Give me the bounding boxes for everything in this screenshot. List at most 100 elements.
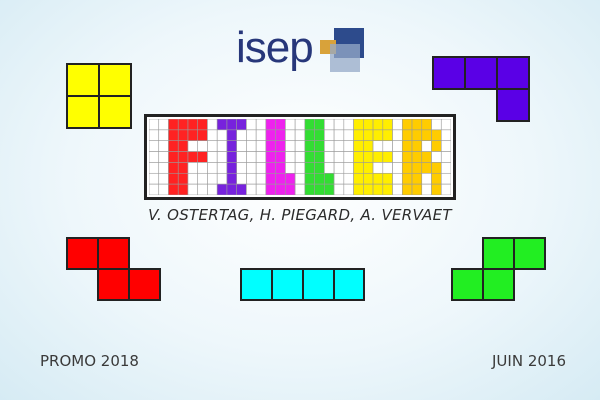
title-letter-cell — [411, 172, 423, 185]
grid-cell — [207, 129, 218, 142]
title-letter-cell — [265, 172, 276, 185]
title-letter-cell — [275, 172, 286, 185]
grid-cell — [255, 151, 267, 163]
title-letter-cell — [168, 151, 179, 163]
title-letter-cell — [382, 151, 393, 163]
grid-cell — [187, 172, 199, 185]
title-letter-cell — [363, 172, 374, 185]
title-letter-cell — [324, 183, 335, 195]
grid-cell — [197, 183, 208, 195]
grid-cell — [421, 183, 432, 195]
grid-cell — [255, 162, 267, 174]
grid-cell — [158, 119, 169, 131]
grid-cell — [294, 119, 306, 131]
grid-cell — [285, 129, 296, 142]
grid-cell — [324, 119, 335, 131]
grid-cell — [187, 183, 199, 195]
grid-cell — [324, 140, 335, 152]
grid-cell — [236, 172, 247, 185]
title-letter-cell — [168, 119, 179, 131]
grid-cell — [187, 140, 199, 152]
grid-cell — [343, 140, 354, 152]
grid-cell — [246, 129, 257, 142]
grid-cell — [158, 172, 169, 185]
title-letter-cell — [187, 151, 199, 163]
title-letter-cell — [285, 183, 296, 195]
title-letter-cell — [177, 140, 189, 152]
logo-text: isep — [236, 23, 314, 72]
title-letter-cell — [304, 140, 315, 152]
title-letter-cell — [265, 151, 276, 163]
title-letter-cell — [304, 129, 315, 142]
grid-cell — [158, 140, 169, 152]
title-letter-cell — [411, 129, 423, 142]
grid-cell — [255, 172, 267, 185]
grid-cell — [440, 119, 451, 131]
grid-cell — [440, 172, 451, 185]
title-letter-cell — [177, 172, 189, 185]
title-letter-cell — [353, 183, 364, 195]
grid-cell — [421, 140, 432, 152]
title-letter-cell — [226, 162, 237, 174]
grid-cell — [440, 140, 451, 152]
grid-cell — [392, 172, 403, 185]
grid-cell — [372, 140, 384, 152]
grid-cell — [343, 183, 354, 195]
title-letter-cell — [363, 162, 374, 174]
grid-cell — [343, 162, 354, 174]
title-letter-cell — [314, 183, 325, 195]
title-letter-cell — [353, 119, 364, 131]
grid-cell — [343, 151, 354, 163]
title-letter-cell — [275, 119, 286, 131]
grid-cell — [197, 172, 208, 185]
grid-cell — [294, 183, 306, 195]
title-letter-cell — [314, 162, 325, 174]
grid-cell — [333, 151, 345, 163]
grid-cell — [421, 172, 432, 185]
grid-cell — [207, 140, 218, 152]
grid-cell — [324, 151, 335, 163]
title-letter-cell — [411, 151, 423, 163]
grid-cell — [333, 172, 345, 185]
title-letter-cell — [304, 183, 315, 195]
title-grid — [149, 119, 451, 195]
grid-cell — [207, 172, 218, 185]
grid-cell — [255, 183, 267, 195]
grid-cell — [255, 119, 267, 131]
title-letter-cell — [431, 172, 442, 185]
title-letter-cell — [168, 172, 179, 185]
grid-cell — [158, 151, 169, 163]
green-s-piece — [451, 237, 546, 301]
title-letter-cell — [177, 129, 189, 142]
grid-cell — [392, 162, 403, 174]
grid-cell — [216, 162, 228, 174]
title-letter-cell — [411, 140, 423, 152]
title-letter-cell — [363, 151, 374, 163]
grid-cell — [216, 140, 228, 152]
title-letter-cell — [314, 172, 325, 185]
title-letter-cell — [304, 151, 315, 163]
grid-cell — [333, 140, 345, 152]
grid-cell — [207, 151, 218, 163]
grid-cell — [392, 119, 403, 131]
title-letter-cell — [275, 140, 286, 152]
grid-cell — [149, 172, 160, 185]
title-letter-cell — [372, 129, 384, 142]
grid-cell — [246, 162, 257, 174]
logo-mark-icon — [320, 28, 366, 72]
title-letter-cell — [265, 140, 276, 152]
grid-cell — [392, 151, 403, 163]
grid-cell — [285, 162, 296, 174]
yellow-square-piece — [66, 63, 132, 129]
grid-cell — [236, 140, 247, 152]
grid-cell — [207, 183, 218, 195]
grid-cell — [372, 162, 384, 174]
grid-cell — [333, 119, 345, 131]
title-letter-cell — [363, 140, 374, 152]
title-letter-cell — [421, 162, 432, 174]
purple-l-piece — [432, 56, 530, 122]
grid-cell — [440, 151, 451, 163]
grid-cell — [324, 162, 335, 174]
title-letter-cell — [401, 151, 413, 163]
title-letter-cell — [236, 119, 247, 131]
